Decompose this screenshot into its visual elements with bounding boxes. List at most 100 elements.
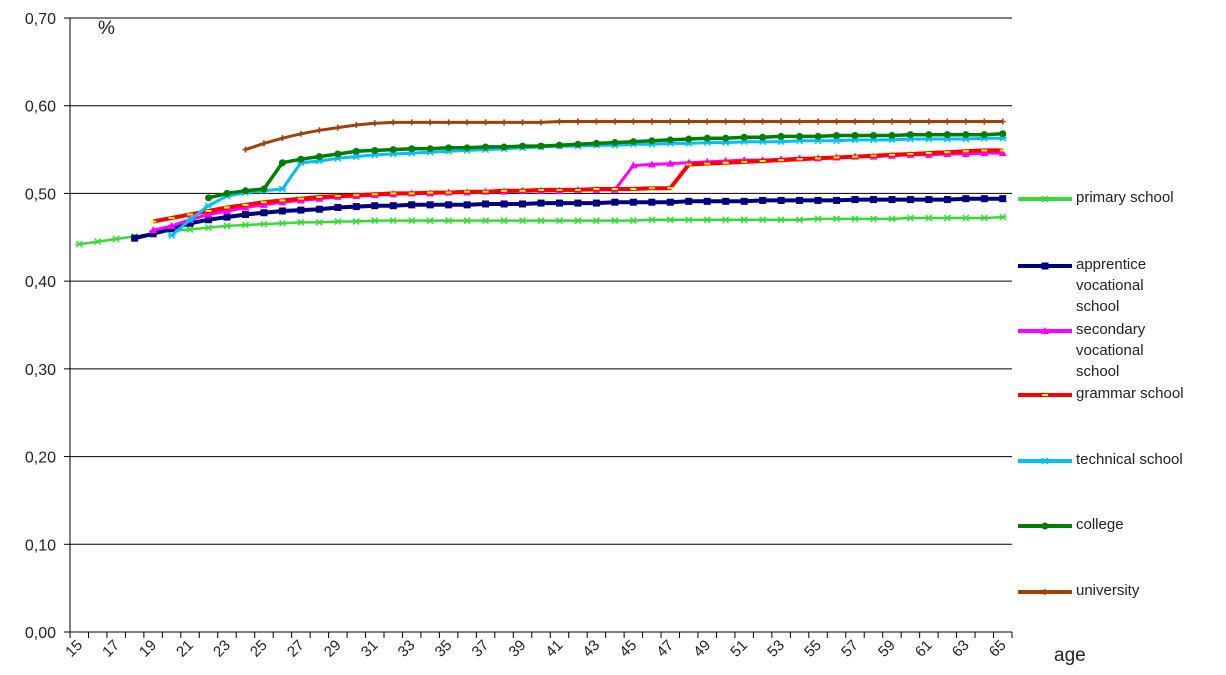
data-point (352, 153, 361, 161)
data-point (556, 118, 563, 125)
data-point (944, 118, 951, 125)
data-point (667, 118, 674, 125)
data-point (648, 118, 655, 125)
data-point (408, 201, 416, 209)
data-point (370, 217, 379, 225)
data-point (260, 209, 268, 217)
data-point (463, 217, 472, 225)
data-point (555, 141, 563, 149)
x-tick-label: 49 (690, 637, 714, 661)
x-tick-label: 59 (875, 637, 899, 661)
data-point (241, 221, 250, 229)
data-point (998, 149, 1007, 157)
data-point (149, 230, 157, 238)
data-point (593, 118, 600, 125)
data-point (223, 222, 231, 230)
x-tick-label: 23 (210, 637, 234, 661)
series-line-6 (245, 120, 1003, 152)
data-point (648, 137, 656, 145)
data-point (592, 217, 601, 225)
data-point (851, 132, 859, 140)
data-point (427, 119, 434, 126)
data-point (464, 119, 471, 126)
data-point (316, 127, 323, 134)
data-point (297, 130, 304, 137)
y-tick-label: 0,40 (25, 274, 56, 291)
data-point (796, 132, 804, 140)
data-point (795, 216, 804, 224)
legend-label: primary school (1076, 189, 1174, 206)
data-point (888, 196, 896, 204)
legend-label: school (1076, 298, 1120, 315)
data-point (592, 199, 600, 207)
data-point (629, 138, 637, 146)
x-tick-label: 51 (727, 637, 751, 661)
data-point (500, 143, 508, 151)
data-point (205, 216, 213, 224)
x-tick-label: 19 (136, 637, 160, 661)
x-tick-label: 43 (579, 637, 603, 661)
data-point (518, 217, 527, 225)
data-point (389, 202, 397, 210)
x-tick-label: 39 (506, 637, 530, 661)
data-point (315, 218, 324, 226)
data-point (722, 134, 730, 142)
data-point (204, 224, 213, 232)
data-point (629, 161, 638, 169)
data-point (925, 196, 933, 204)
legend-label: vocational (1076, 342, 1144, 359)
data-point (463, 144, 471, 152)
data-point (75, 240, 84, 248)
data-point (666, 136, 674, 144)
x-tick-label: 41 (542, 637, 566, 661)
data-point (444, 217, 453, 225)
data-point (296, 218, 305, 226)
data-point (685, 197, 693, 205)
data-point (796, 118, 803, 125)
data-point (998, 213, 1007, 221)
data-point (980, 149, 989, 157)
x-tick-label: 57 (838, 637, 862, 661)
data-point (796, 196, 804, 204)
data-point (869, 215, 878, 223)
data-point (555, 217, 564, 225)
data-point (648, 198, 656, 206)
data-point (445, 201, 453, 209)
data-point (278, 185, 287, 193)
legend-swatch-marker (1041, 195, 1049, 203)
x-tick-label: 25 (247, 637, 271, 661)
y-tick-label: 0,50 (25, 186, 56, 203)
y-tick-label: 0,00 (25, 625, 56, 642)
data-point (519, 119, 526, 126)
legend-label: secondary (1076, 321, 1146, 338)
data-point (852, 118, 858, 125)
data-point (352, 218, 361, 225)
y-unit-label: % (98, 18, 115, 39)
data-point (223, 206, 231, 214)
data-point (815, 118, 822, 125)
data-point (592, 139, 600, 147)
legend-swatch-marker (1041, 262, 1049, 270)
data-point (666, 159, 675, 167)
data-point (611, 139, 619, 147)
legend-swatch-marker (1041, 522, 1049, 530)
legend-label: college (1076, 516, 1124, 533)
data-point (814, 215, 823, 223)
data-point (93, 238, 102, 246)
data-point (481, 217, 490, 225)
data-point (962, 118, 969, 125)
data-point (371, 146, 379, 154)
data-point (777, 216, 786, 224)
y-tick-label: 0,30 (25, 362, 56, 379)
data-point (555, 199, 563, 207)
data-point (260, 140, 267, 147)
data-point (241, 203, 250, 211)
y-tick-label: 0,60 (25, 99, 56, 116)
data-point (131, 234, 139, 242)
data-point (888, 118, 895, 125)
data-point (907, 118, 914, 125)
legend-label: apprentice (1076, 256, 1147, 273)
x-axis-title: age (1054, 645, 1086, 666)
data-point (610, 217, 619, 225)
